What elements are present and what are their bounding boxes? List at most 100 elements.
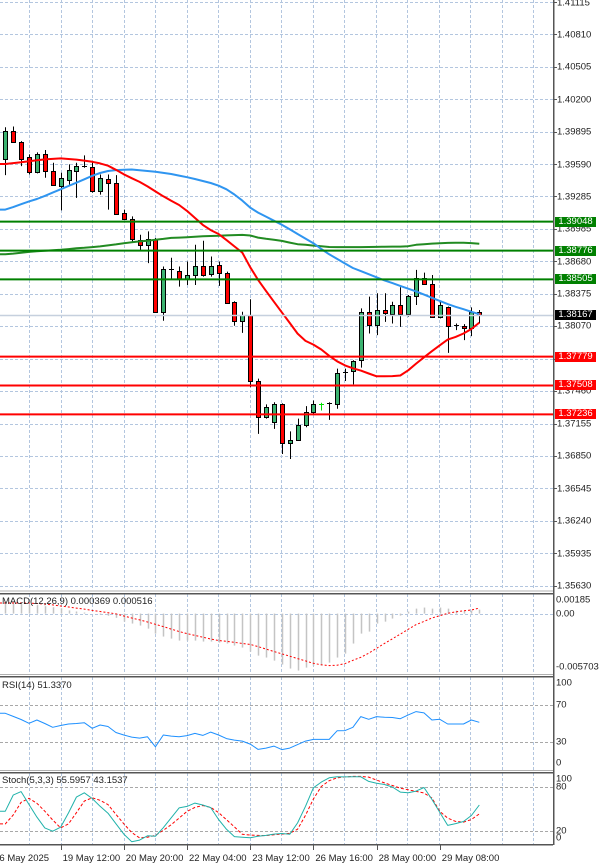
candles [3,126,482,460]
candle [288,431,293,460]
candle-body-bear [430,284,435,318]
macd-signal-line [0,602,480,667]
price-axis[interactable] [554,0,600,845]
candle-body-bull [304,412,309,426]
candle-body-bull [74,166,79,172]
candle [390,301,395,324]
candle-body-bull [3,131,8,160]
candle-body-bear [19,142,24,160]
candle [256,378,261,434]
candle-body-bear [51,171,56,186]
candle-body-bull [414,278,419,297]
candle-body-bear [398,305,403,315]
candle-body-bear [201,266,206,276]
candle [59,172,64,211]
candle-body-bull [98,178,103,192]
candle [406,295,411,317]
time-axis[interactable] [0,846,554,865]
candle-body-bear [217,265,222,274]
candle-body-bull [296,425,301,441]
candle [446,306,451,353]
candle-body-bull [390,305,395,315]
ma-blue-line [0,168,480,316]
candle-body-bull [351,361,356,372]
moving-averages [0,157,480,378]
candle [359,308,364,368]
candle-body-bull [438,305,443,318]
ma-green-line [0,233,480,256]
candle-body-bear [90,167,95,192]
candle-body-bull [288,440,293,444]
stoch-main-line [0,776,480,843]
candle-body-bear [114,183,119,215]
candle [146,231,151,264]
candle [232,301,237,326]
candle-body-bull [146,239,151,246]
candle [177,266,182,287]
candle [375,293,380,336]
candle-body-bear [280,404,285,444]
candle [327,402,332,420]
candle [201,240,206,277]
candle [106,174,111,210]
candle [161,266,166,321]
rsi-line [0,711,480,751]
candle [351,360,356,385]
candle-body-bull [161,269,166,313]
candle-body-bear [177,271,182,280]
candle-body-bear [130,219,135,240]
candle-body-bear [248,315,253,382]
candle [43,150,48,178]
rsi-panel [0,711,480,751]
candle-body-bear [367,312,372,326]
grid [0,0,557,844]
candle-body-bear [27,157,32,173]
candle-body-bear [225,273,230,304]
candle [383,293,388,322]
candle-body-bear [256,381,261,418]
candle-body-bull [59,178,64,187]
candle-body-bull [335,373,340,405]
candle [217,261,222,286]
macd-title: MACD(12,26,9) 0.000369 0.000516 [2,596,153,607]
candle [67,164,72,185]
candle [454,323,459,331]
candle [477,310,482,324]
candle [3,127,8,176]
candle [319,402,324,411]
candle-body-bear [43,154,48,172]
stoch-title: Stoch(5,3,3) 55.5957 43.1537 [2,775,128,786]
candle [304,406,309,428]
candle [398,287,403,327]
candle-body-bear [462,326,467,329]
stoch-signal-line [0,775,480,839]
candle [248,299,253,388]
candle [51,162,56,186]
candle-body-bull [35,154,40,173]
candle-body-bull [359,312,364,361]
candle [296,418,301,441]
candle-body-bull [193,266,198,276]
candle [27,154,32,175]
stoch-panel [0,775,480,843]
candle [74,162,79,198]
candle [130,216,135,244]
candle-body-bear [106,179,111,184]
candle-body-bull [264,407,269,418]
macd-panel [0,602,481,671]
horizontal-levels [0,220,553,416]
candle-body-bull [240,315,245,322]
candle [209,256,214,277]
candle-body-bear [122,213,127,220]
candle-body-bull [67,170,72,181]
candle-body-bull [406,296,411,315]
candle-body-bull [209,266,214,275]
candle [169,257,174,280]
panel-frames [0,0,555,846]
candle [35,152,40,174]
candle [114,175,119,215]
candle-body-bull [375,310,380,326]
indicator-levels [0,705,553,832]
